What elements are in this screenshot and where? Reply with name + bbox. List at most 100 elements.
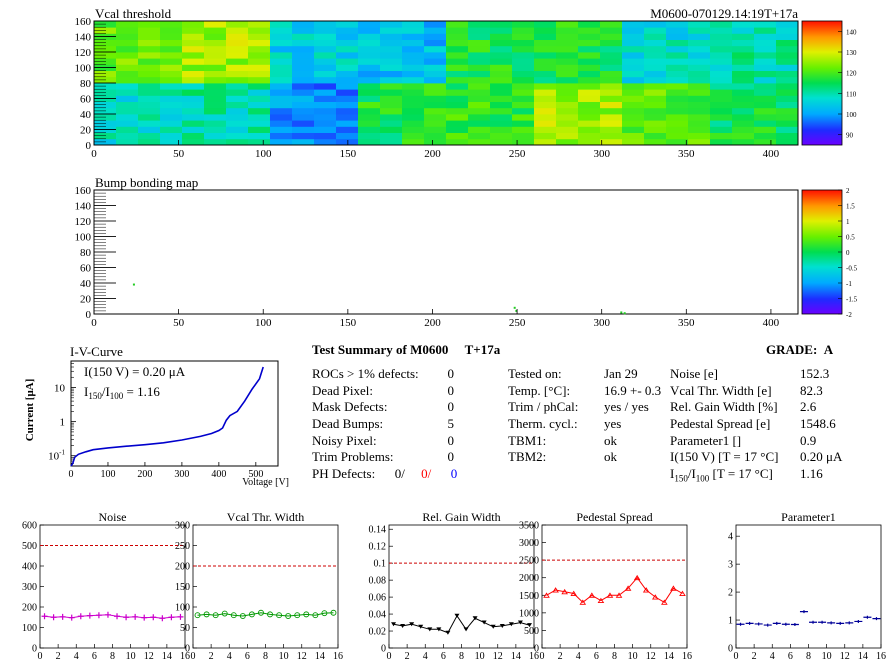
heatmap-cell <box>754 21 777 28</box>
heatmap-cell <box>160 39 183 47</box>
data-point <box>517 620 523 625</box>
heatmap-cell <box>776 70 799 78</box>
heatmap-cell <box>732 132 755 140</box>
heatmap-cell <box>666 132 689 140</box>
iv-title: I-V-Curve <box>70 344 123 359</box>
heatmap-cell <box>666 52 689 59</box>
data-point <box>781 622 790 626</box>
y-tick-label: 600 <box>22 521 37 532</box>
iv-x-tick-label: 100 <box>100 469 115 480</box>
data-point <box>818 620 827 624</box>
heatmap-cell <box>534 76 557 84</box>
data-point <box>194 612 201 619</box>
heatmap-cell <box>160 70 183 78</box>
heatmap-cell <box>358 83 381 90</box>
heatmap-cell <box>182 76 205 84</box>
vcal-map-axes: 0 50 100 150 200 250 300 350 400 0 20 40 60 80 100 120 1… <box>75 16 780 160</box>
summary-row-label: Temp. [°C]: <box>508 382 571 398</box>
data-point <box>499 623 505 628</box>
heatmap-cell <box>204 21 227 28</box>
heatmap-cell <box>226 33 249 40</box>
heatmap-cell <box>358 52 381 59</box>
heatmap-cell <box>578 120 601 127</box>
y-tick-label: 0 <box>86 140 92 152</box>
heatmap-cell <box>116 101 139 109</box>
bump-colorbar-axis: 2 1.5 1 0.5 0 -0.5 -1 -1.5 -2 <box>838 187 858 319</box>
heatmap-cell <box>534 114 557 121</box>
data-point <box>330 609 337 616</box>
ph-defect-value: 0/ <box>394 466 405 482</box>
heatmap-cell <box>182 45 205 53</box>
data-point <box>391 622 397 627</box>
heatmap-cell <box>380 132 403 140</box>
data-point <box>624 585 632 591</box>
heatmap-cell <box>160 114 183 121</box>
heatmap-cell <box>138 138 161 146</box>
heatmap-cell <box>138 120 161 127</box>
heatmap-cell <box>116 138 139 146</box>
heatmap-cell <box>248 52 271 59</box>
heatmap-cell <box>710 21 733 28</box>
y-tick-label: 0.12 <box>369 542 387 553</box>
heatmap-cell <box>556 21 579 28</box>
heatmap-cell <box>248 126 271 133</box>
heatmap-cell <box>556 27 579 34</box>
heatmap-cell <box>446 89 469 96</box>
heatmap-cell <box>754 27 777 34</box>
heatmap-cell <box>336 101 359 109</box>
heatmap-cell <box>732 101 755 109</box>
heatmap-cell <box>534 21 557 28</box>
summary-row-label: Parameter1 [] <box>670 432 742 448</box>
heatmap-cell <box>732 27 755 34</box>
heatmap-cell <box>138 126 161 133</box>
x-tick-label: 400 <box>763 148 780 160</box>
data-point <box>561 588 568 595</box>
y-tick-label: 500 <box>524 626 539 637</box>
iv-axes: 0 100 200 300 400 500 10-1 1 10 <box>48 360 263 480</box>
heatmap-cell <box>248 114 271 121</box>
data-point <box>177 613 184 620</box>
heatmap-cell <box>182 132 205 140</box>
heatmap-cell <box>490 45 513 53</box>
heatmap-cell <box>424 33 447 40</box>
data-point <box>150 614 157 621</box>
heatmap-cell <box>754 132 777 140</box>
y-tick-label: 0 <box>381 644 386 655</box>
iv-annotation-ratio: I150/I100 = 1.16 <box>84 384 160 401</box>
data-point <box>168 614 175 621</box>
heatmap-cell <box>446 70 469 78</box>
heatmap-cell <box>248 39 271 47</box>
heatmap-cell <box>116 107 139 115</box>
heatmap-cell <box>666 138 689 146</box>
heatmap-cell <box>776 39 799 47</box>
x-tick-label: 14 <box>315 651 325 662</box>
x-tick-label: 12 <box>646 651 656 662</box>
heatmap-cell <box>380 70 403 78</box>
heatmap-cell <box>556 45 579 53</box>
z-tick-label: 130 <box>846 49 857 57</box>
heatmap-cell <box>468 83 491 90</box>
data-point <box>59 613 66 620</box>
series-line <box>546 576 683 603</box>
heatmap-cell <box>446 21 469 28</box>
heatmap-cell <box>556 101 579 109</box>
y-tick-label: 0 <box>86 309 92 321</box>
heatmap-cell <box>556 76 579 84</box>
x-tick-label: 12 <box>840 651 850 662</box>
data-point <box>872 617 881 621</box>
heatmap-cell <box>336 39 359 47</box>
heatmap-cell <box>512 58 535 65</box>
y-tick-label: 0 <box>534 644 539 655</box>
heatmap-cell <box>424 101 447 109</box>
heatmap-cell <box>424 126 447 133</box>
heatmap-cell <box>204 114 227 121</box>
x-tick-label: 6 <box>788 651 793 662</box>
heatmap-cell <box>160 120 183 127</box>
heatmap-cell <box>556 70 579 78</box>
x-tick-label: 10 <box>126 651 136 662</box>
heatmap-cell <box>578 114 601 121</box>
x-tick-label: 200 <box>424 317 441 329</box>
heatmap-cell <box>534 83 557 90</box>
heatmap-cell <box>512 39 535 47</box>
